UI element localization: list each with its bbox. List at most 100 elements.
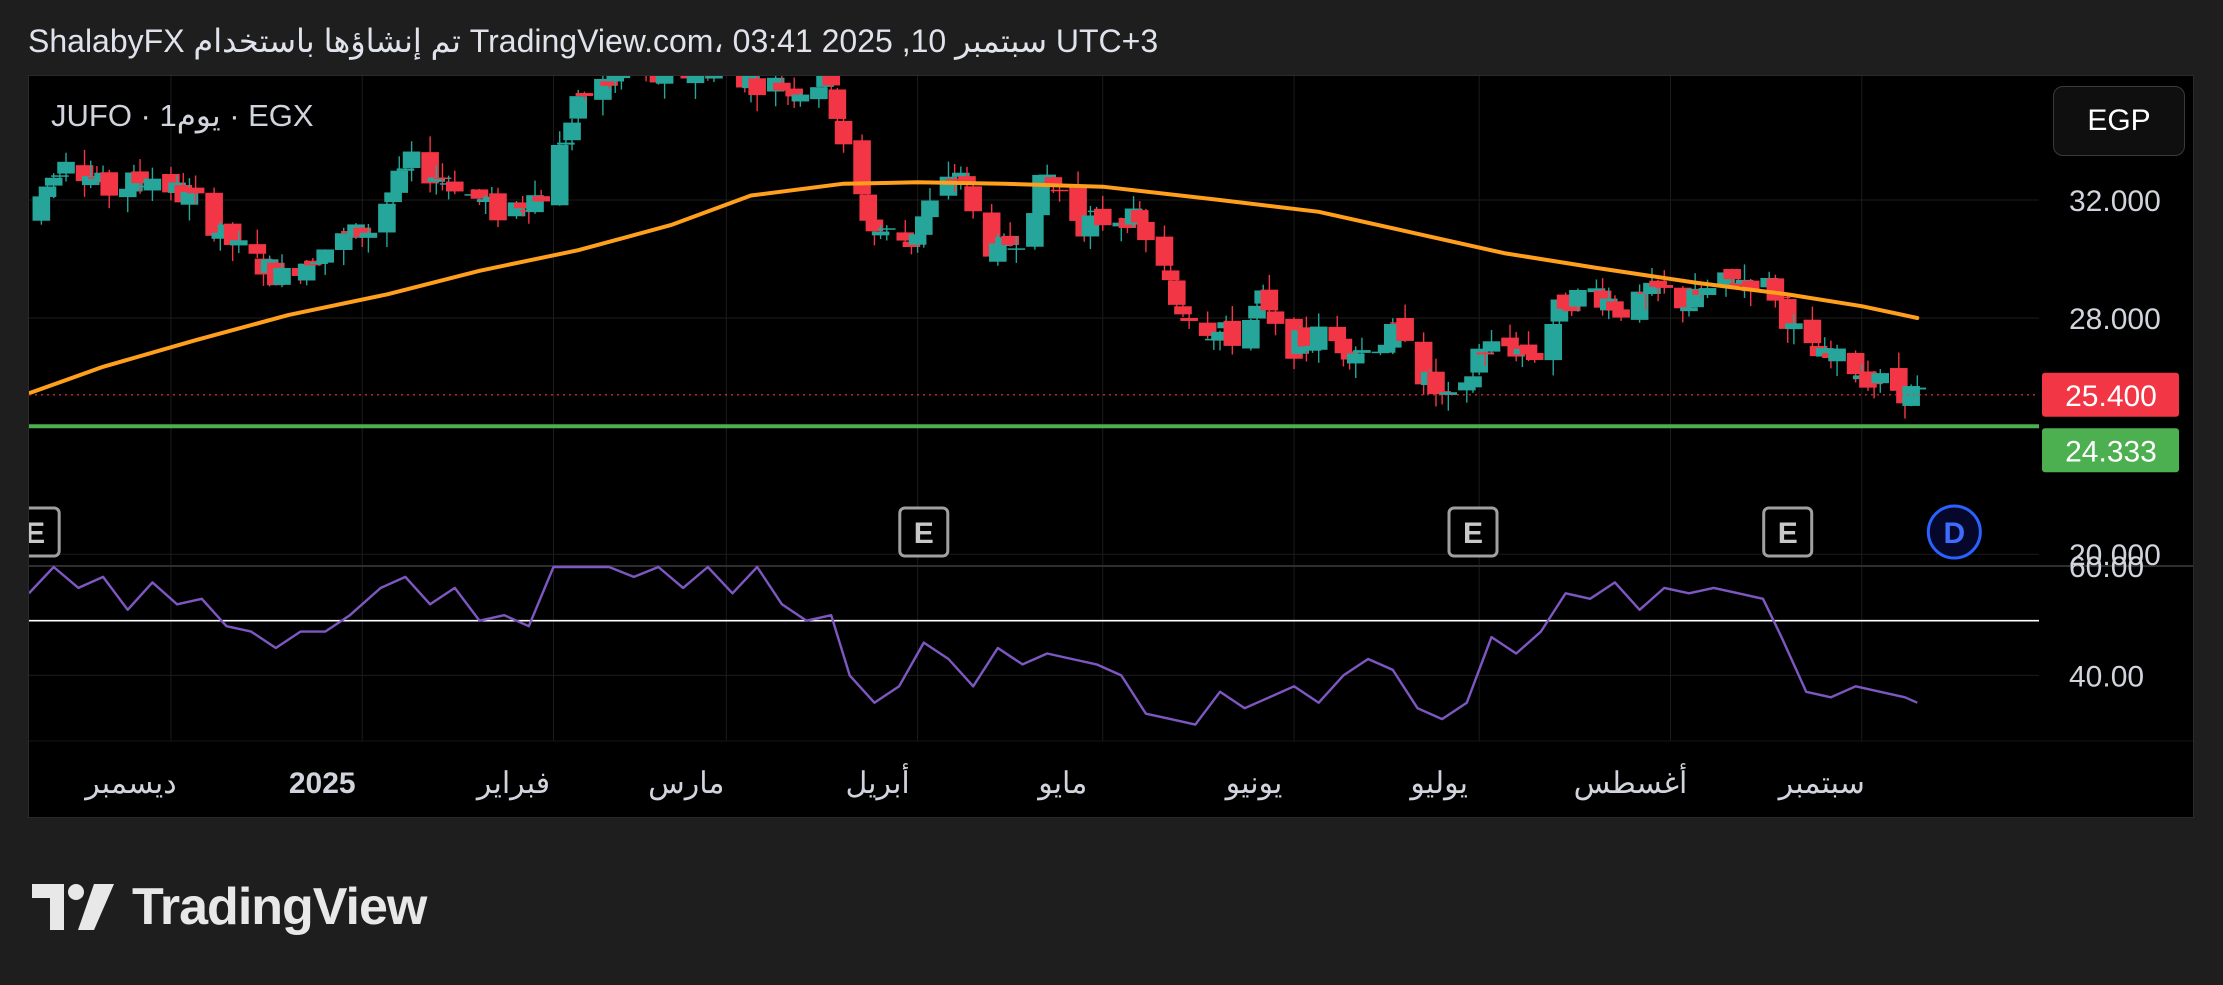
last-price-badge — [2042, 372, 2179, 417]
candle-body — [433, 177, 452, 180]
candle — [569, 89, 588, 134]
candle — [871, 224, 890, 240]
candle-body — [822, 76, 841, 86]
candle — [230, 230, 248, 254]
candle-body — [1026, 213, 1044, 247]
candle-body — [1334, 338, 1353, 354]
earnings-marker[interactable]: E — [898, 506, 950, 558]
candle-body — [1476, 352, 1495, 355]
candle-body — [1353, 350, 1371, 353]
candle-body — [1266, 311, 1285, 324]
price-axis-tick-label: 32.000 — [2069, 185, 2161, 218]
candle-body — [1729, 282, 1748, 287]
candle — [822, 76, 841, 91]
symbol-label[interactable]: JUFO · 1يوم · EGX — [51, 98, 314, 133]
candle — [1007, 236, 1026, 263]
time-axis-tick-label: يونيو — [1224, 767, 1283, 801]
tradingview-logo-icon — [32, 884, 114, 930]
candle — [1482, 330, 1501, 354]
candle-body — [1427, 371, 1445, 395]
candle-body — [180, 192, 199, 205]
rsi-line — [29, 565, 1918, 726]
candle — [575, 91, 594, 100]
candle-body — [359, 232, 378, 238]
candle-body — [297, 263, 316, 281]
dividend-marker[interactable]: D — [1926, 504, 1982, 560]
candle — [378, 201, 396, 248]
rsi-axis-tick-label: 40.00 — [2069, 660, 2144, 693]
earnings-marker-badge — [898, 506, 950, 558]
candle — [1223, 306, 1242, 355]
candle — [1161, 254, 1180, 283]
candle-body — [748, 78, 766, 96]
candle-body — [223, 223, 242, 245]
candle — [1649, 279, 1667, 302]
candle — [896, 220, 915, 242]
candle — [828, 87, 847, 126]
candle — [877, 225, 896, 241]
candle-body — [396, 168, 415, 171]
candle — [1266, 299, 1285, 336]
candle — [1741, 278, 1760, 307]
candle — [908, 233, 927, 253]
candle-body — [1778, 299, 1797, 329]
candle — [427, 165, 446, 195]
candle-body — [57, 161, 75, 174]
candle — [1828, 344, 1846, 377]
candle-body — [532, 196, 550, 202]
candle-body — [877, 228, 896, 230]
candle — [38, 185, 57, 212]
candle-body — [1309, 326, 1328, 350]
candle-body — [1889, 368, 1908, 391]
candle-body — [1643, 282, 1661, 294]
candle — [118, 187, 137, 213]
candle-body — [1038, 174, 1057, 178]
candle-body — [445, 181, 464, 192]
price-axis-tick-label: 28.000 — [2069, 303, 2161, 336]
time-axis-tick-label: مارس — [648, 767, 724, 801]
candle — [1655, 270, 1674, 294]
candle — [1785, 314, 1803, 345]
candle — [402, 141, 421, 182]
candle-body — [896, 232, 915, 241]
candle — [1544, 316, 1563, 376]
candle-body — [384, 192, 402, 203]
candle-body — [1680, 307, 1698, 312]
currency-button[interactable]: EGP — [2053, 86, 2185, 156]
rsi-axis-tick-label: 60.00 — [2069, 551, 2144, 584]
rsi-series — [29, 565, 2039, 726]
candle — [1427, 358, 1445, 407]
candle — [1630, 284, 1649, 323]
candle-body — [310, 262, 328, 265]
candle-body — [921, 200, 939, 218]
candle-body — [1464, 376, 1482, 388]
candle-body — [248, 244, 267, 254]
candle-body — [51, 175, 69, 177]
candle-body — [1242, 319, 1260, 349]
candle-body — [1130, 210, 1149, 223]
earnings-marker[interactable]: E — [1762, 506, 1814, 558]
candle-body — [1328, 326, 1347, 342]
candle-body — [32, 196, 51, 221]
candle — [859, 181, 878, 225]
price-levels — [29, 394, 2039, 429]
candle-body — [1908, 387, 1927, 390]
candle — [421, 136, 439, 193]
earnings-marker[interactable]: E — [29, 506, 61, 558]
earnings-marker[interactable]: E — [1447, 506, 1499, 558]
time-axis-tick-label: سبتمبر — [1777, 767, 1865, 801]
candle-body — [989, 243, 1007, 262]
candle-body — [1001, 235, 1019, 246]
candle-body — [1211, 331, 1229, 341]
time-axis-tick-label: ديسمبر — [83, 767, 176, 801]
candle — [921, 188, 939, 219]
candle-body — [964, 186, 982, 212]
candle — [316, 249, 335, 275]
candle — [964, 184, 982, 219]
candle-body — [828, 89, 847, 119]
candle-body — [1587, 288, 1606, 293]
candle — [914, 216, 933, 248]
candle — [1439, 381, 1458, 411]
